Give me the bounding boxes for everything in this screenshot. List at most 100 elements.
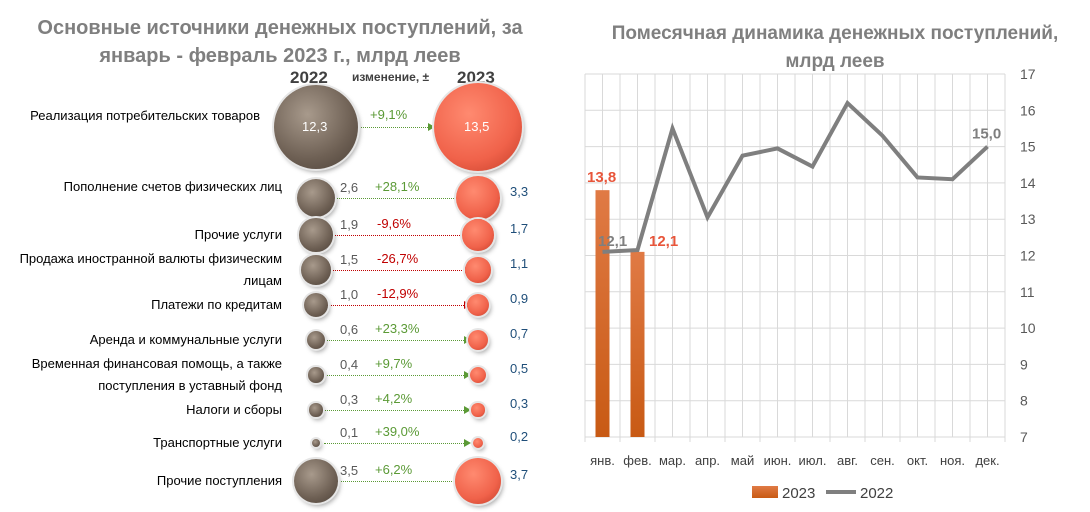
bubble-2023 xyxy=(456,176,500,220)
value-2022: 0,1 xyxy=(340,425,359,440)
value-2023: 1,1 xyxy=(510,256,529,271)
y-tick-label: 14 xyxy=(1020,175,1036,191)
x-tick-label: июл. xyxy=(799,453,827,468)
value-2022: 1,5 xyxy=(340,252,359,267)
value-2023: 1,7 xyxy=(510,221,529,236)
bubble-2022 xyxy=(293,458,339,504)
value-2022: 0,6 xyxy=(340,322,359,337)
value-2023: 0,5 xyxy=(510,361,529,376)
bubble-2023 xyxy=(433,82,523,172)
value-2022: 1,0 xyxy=(340,287,359,302)
header-2022: 2022 xyxy=(290,68,328,87)
change-pct: +9,1% xyxy=(370,107,408,122)
value-2022: 0,4 xyxy=(340,357,359,372)
bubble-2023 xyxy=(465,257,491,283)
line-label: 15,0 xyxy=(972,126,1001,143)
x-tick-label: янв. xyxy=(590,453,615,468)
bar-label: 13,8 xyxy=(587,169,616,186)
bubble-2023 xyxy=(469,366,487,384)
change-pct: +6,2% xyxy=(375,462,413,477)
x-tick-label: июн. xyxy=(764,453,792,468)
change-pct: +4,2% xyxy=(375,391,413,406)
y-tick-label: 12 xyxy=(1020,248,1036,264)
value-2023: 0,3 xyxy=(510,396,529,411)
y-tick-label: 10 xyxy=(1020,320,1036,336)
value-2023: 0,2 xyxy=(510,429,529,444)
change-arrow xyxy=(324,270,464,271)
change-arrow xyxy=(324,340,464,341)
change-arrow xyxy=(324,305,464,306)
header-change: изменение, ± xyxy=(352,70,430,84)
bubble-2022 xyxy=(299,218,333,252)
legend-label-2023: 2023 xyxy=(782,485,815,502)
bubble-2023 xyxy=(462,219,494,251)
row-label: Платежи по кредитам xyxy=(151,297,282,312)
value-2023: 13,5 xyxy=(464,119,490,134)
x-tick-label: апр. xyxy=(695,453,720,468)
change-pct: +39,0% xyxy=(375,424,420,439)
change-pct: -12,9% xyxy=(377,286,419,301)
change-arrow xyxy=(324,198,464,199)
row-label: Аренда и коммунальные услуги xyxy=(89,332,282,347)
y-tick-label: 11 xyxy=(1020,284,1035,300)
value-2023: 3,3 xyxy=(510,184,529,199)
y-tick-label: 8 xyxy=(1020,393,1028,409)
bubble-2022 xyxy=(273,84,359,170)
bubble-2022 xyxy=(296,178,336,218)
header-2023: 2023 xyxy=(457,68,495,87)
arrow-head xyxy=(464,336,471,344)
bubble-2023 xyxy=(466,293,490,317)
legend-label-2022: 2022 xyxy=(860,485,893,502)
bubble-2023 xyxy=(454,457,502,505)
value-2022: 1,9 xyxy=(340,217,359,232)
value-2022: 12,3 xyxy=(302,119,328,134)
bubble-2022 xyxy=(304,293,328,317)
change-arrow xyxy=(324,375,464,376)
value-2022: 3,5 xyxy=(340,463,359,478)
arrow-head xyxy=(427,123,435,131)
bubble-2023 xyxy=(467,329,489,351)
change-arrow xyxy=(324,481,464,482)
change-arrow xyxy=(358,127,428,128)
change-pct: +28,1% xyxy=(375,179,420,194)
change-arrow xyxy=(324,443,464,444)
x-tick-label: ноя. xyxy=(940,453,965,468)
row-label: Реализация потребительских товаров xyxy=(30,108,260,123)
row-label: Транспортные услуги xyxy=(153,435,282,450)
line-2022 xyxy=(602,99,989,254)
x-tick-label: май xyxy=(731,453,754,468)
row-label: Прочие услуги xyxy=(194,227,282,242)
change-arrow xyxy=(324,235,464,236)
arrow-head xyxy=(464,439,471,447)
change-pct: +9,7% xyxy=(375,356,413,371)
bubble-2022 xyxy=(308,367,324,383)
line-label: 12,1 xyxy=(598,233,627,250)
arrow-head xyxy=(464,371,471,379)
change-arrow xyxy=(324,410,464,411)
x-tick-label: дек. xyxy=(975,453,999,468)
bubble-2022 xyxy=(312,439,320,447)
row-label: Прочие поступления xyxy=(156,473,282,488)
legend-swatch-2023 xyxy=(752,486,778,498)
bar-label: 12,1 xyxy=(649,233,678,250)
row-label: Пополнение счетов физических лиц xyxy=(63,179,282,194)
bar-2023 xyxy=(595,190,610,437)
row-label: Временная финансовая помощь, а также пос… xyxy=(31,356,282,393)
y-tick-label: 9 xyxy=(1020,356,1028,372)
y-tick-label: 7 xyxy=(1020,429,1028,445)
row-label: Продажа иностранной валюты физическим ли… xyxy=(19,251,282,288)
x-tick-label: авг. xyxy=(837,453,858,468)
change-pct: +23,3% xyxy=(375,321,420,336)
value-2022: 2,6 xyxy=(340,180,359,195)
left-chart-title: Основные источники денежных поступлений,… xyxy=(37,17,523,67)
bubble-2023 xyxy=(472,437,484,449)
bar-2023 xyxy=(630,251,645,437)
bubble-2023 xyxy=(471,403,485,417)
bubble-2022 xyxy=(309,403,323,417)
value-2023: 3,7 xyxy=(510,467,529,482)
bubble-2022 xyxy=(306,330,326,350)
value-2022: 0,3 xyxy=(340,392,359,407)
value-2023: 0,7 xyxy=(510,326,529,341)
value-2023: 0,9 xyxy=(510,291,529,306)
y-tick-label: 16 xyxy=(1020,102,1036,118)
